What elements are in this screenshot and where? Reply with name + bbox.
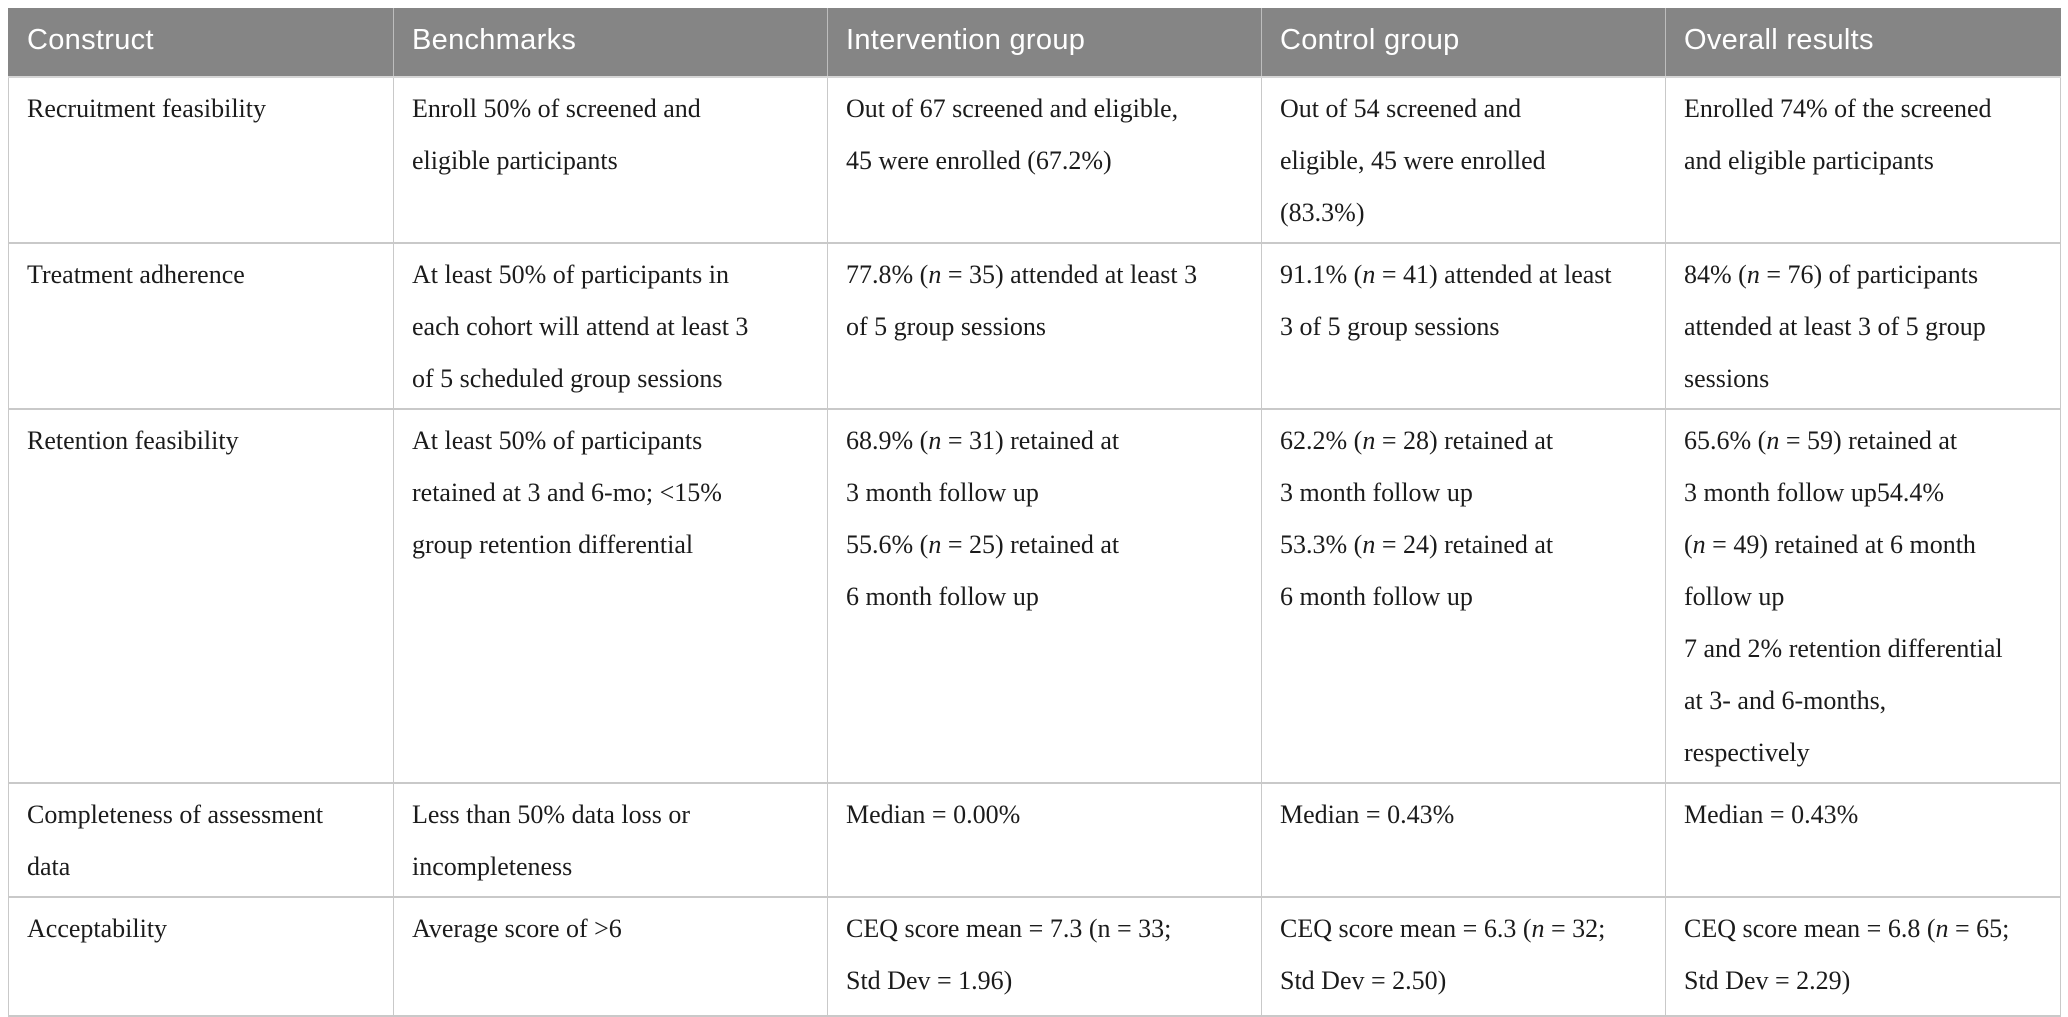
feasibility-results-table: Construct Benchmarks Intervention group Con…: [8, 8, 2061, 1017]
cell-construct: Recruitment feasibility: [8, 76, 394, 244]
cell-control: 91.1% (n = 41) attended at least 3 of 5 g…: [1261, 242, 1666, 410]
cell-text-line: incompleteness: [412, 852, 573, 881]
cell-intervention: Median = 0.00%: [827, 782, 1262, 898]
cell-text-line: of 5 scheduled group sessions: [412, 364, 723, 393]
table-header: Construct Benchmarks Intervention group Con…: [8, 8, 2061, 78]
cell-text-line: of 5 group sessions: [846, 312, 1047, 341]
cell-control: Out of 54 screened and eligible, 45 were …: [1261, 76, 1666, 244]
cell-control: 62.2% (n = 28) retained at 3 month follow…: [1261, 408, 1666, 784]
cell-construct: Completeness of assessment data: [8, 782, 394, 898]
cell-text-line: 55.6% (n = 25) retained at: [846, 530, 1120, 559]
table-row: Recruitment feasibility Enroll 50% of scr…: [8, 76, 2061, 244]
cell-overall: CEQ score mean = 6.8 (n = 65; Std Dev = 2…: [1665, 896, 2061, 1017]
cell-text-line: 6 month follow up: [846, 582, 1039, 611]
cell-text-line: 68.9% (n = 31) retained at: [846, 426, 1120, 455]
table-body: Recruitment feasibility Enroll 50% of scr…: [8, 76, 2061, 1017]
feasibility-results-table-container: Construct Benchmarks Intervention group Con…: [8, 8, 2061, 1017]
cell-text-line: follow up: [1684, 582, 1785, 611]
cell-text-line: Treatment adherence: [27, 260, 245, 289]
cell-text-line: Enroll 50% of screened and: [412, 94, 701, 123]
table-row: Treatment adherence At least 50% of parti…: [8, 242, 2061, 410]
cell-text-line: eligible, 45 were enrolled: [1280, 146, 1546, 175]
cell-text-line: CEQ score mean = 6.3 (n = 32;: [1280, 914, 1606, 943]
header-row: Construct Benchmarks Intervention group Con…: [8, 8, 2061, 78]
cell-text-line: Median = 0.43%: [1684, 800, 1859, 829]
cell-text-line: Retention feasibility: [27, 426, 239, 455]
cell-construct: Acceptability: [8, 896, 394, 1017]
cell-text-line: Std Dev = 2.29): [1684, 966, 1851, 995]
cell-text-line: Median = 0.43%: [1280, 800, 1455, 829]
cell-overall: 84% (n = 76) of participants attended at …: [1665, 242, 2061, 410]
cell-overall: Enrolled 74% of the screened and eligible…: [1665, 76, 2061, 244]
cell-control: CEQ score mean = 6.3 (n = 32; Std Dev = 2…: [1261, 896, 1666, 1017]
cell-text-line: eligible participants: [412, 146, 618, 175]
cell-text-line: retained at 3 and 6-mo; <15%: [412, 478, 722, 507]
cell-text-line: 3 month follow up: [846, 478, 1039, 507]
cell-text-line: Completeness of assessment: [27, 800, 324, 829]
cell-text-line: each cohort will attend at least 3: [412, 312, 749, 341]
cell-text-line: CEQ score mean = 7.3 (n = 33;: [846, 914, 1172, 943]
cell-intervention: 68.9% (n = 31) retained at 3 month follow…: [827, 408, 1262, 784]
cell-text-line: At least 50% of participants: [412, 426, 703, 455]
cell-text-line: group retention differential: [412, 530, 694, 559]
cell-construct: Treatment adherence: [8, 242, 394, 410]
cell-intervention: 77.8% (n = 35) attended at least 3 of 5 g…: [827, 242, 1262, 410]
column-header-control: Control group: [1261, 8, 1666, 78]
cell-text-line: 3 month follow up54.4%: [1684, 478, 1944, 507]
cell-benchmarks: At least 50% of participants in each coho…: [393, 242, 828, 410]
cell-intervention: CEQ score mean = 7.3 (n = 33; Std Dev = 1…: [827, 896, 1262, 1017]
cell-text-line: Acceptability: [27, 914, 168, 943]
cell-text-line: 6 month follow up: [1280, 582, 1473, 611]
cell-control: Median = 0.43%: [1261, 782, 1666, 898]
cell-text-line: 77.8% (n = 35) attended at least 3: [846, 260, 1198, 289]
cell-text-line: Out of 54 screened and: [1280, 94, 1522, 123]
cell-overall: 65.6% (n = 59) retained at 3 month follow…: [1665, 408, 2061, 784]
cell-text-line: 65.6% (n = 59) retained at: [1684, 426, 1958, 455]
cell-benchmarks: Average score of >6: [393, 896, 828, 1017]
table-row: Completeness of assessment data Less than …: [8, 782, 2061, 898]
cell-text-line: CEQ score mean = 6.8 (n = 65;: [1684, 914, 2010, 943]
cell-text-line: 53.3% (n = 24) retained at: [1280, 530, 1554, 559]
cell-text-line: Average score of >6: [412, 914, 622, 943]
cell-benchmarks: Less than 50% data loss or incompleteness: [393, 782, 828, 898]
table-row: Acceptability Average score of >6 CEQ scor…: [8, 896, 2061, 1017]
column-header-overall: Overall results: [1665, 8, 2061, 78]
cell-text-line: At least 50% of participants in: [412, 260, 729, 289]
cell-text-line: and eligible participants: [1684, 146, 1934, 175]
cell-text-line: 45 were enrolled (67.2%): [846, 146, 1112, 175]
cell-text-line: sessions: [1684, 364, 1770, 393]
cell-text-line: Std Dev = 2.50): [1280, 966, 1447, 995]
cell-text-line: attended at least 3 of 5 group: [1684, 312, 1986, 341]
cell-text-line: Std Dev = 1.96): [846, 966, 1013, 995]
cell-benchmarks: At least 50% of participants retained at …: [393, 408, 828, 784]
cell-text-line: 3 month follow up: [1280, 478, 1473, 507]
table-row: Retention feasibility At least 50% of par…: [8, 408, 2061, 784]
cell-text-line: (83.3%): [1280, 198, 1365, 227]
cell-benchmarks: Enroll 50% of screened and eligible parti…: [393, 76, 828, 244]
cell-text-line: Less than 50% data loss or: [412, 800, 691, 829]
cell-construct: Retention feasibility: [8, 408, 394, 784]
cell-text-line: Enrolled 74% of the screened: [1684, 94, 1992, 123]
cell-text-line: 62.2% (n = 28) retained at: [1280, 426, 1554, 455]
cell-text-line: 3 of 5 group sessions: [1280, 312, 1500, 341]
cell-text-line: 84% (n = 76) of participants: [1684, 260, 1979, 289]
cell-text-line: Out of 67 screened and eligible,: [846, 94, 1179, 123]
cell-text-line: (n = 49) retained at 6 month: [1684, 530, 1976, 559]
cell-text-line: respectively: [1684, 738, 1810, 767]
cell-text-line: at 3- and 6-months,: [1684, 686, 1887, 715]
cell-text-line: Median = 0.00%: [846, 800, 1021, 829]
column-header-intervention: Intervention group: [827, 8, 1262, 78]
cell-intervention: Out of 67 screened and eligible, 45 were …: [827, 76, 1262, 244]
cell-text-line: 7 and 2% retention differential: [1684, 634, 2003, 663]
cell-text-line: 91.1% (n = 41) attended at least: [1280, 260, 1612, 289]
cell-text-line: data: [27, 852, 71, 881]
column-header-construct: Construct: [8, 8, 394, 78]
cell-text-line: Recruitment feasibility: [27, 94, 266, 123]
column-header-benchmarks: Benchmarks: [393, 8, 828, 78]
cell-overall: Median = 0.43%: [1665, 782, 2061, 898]
